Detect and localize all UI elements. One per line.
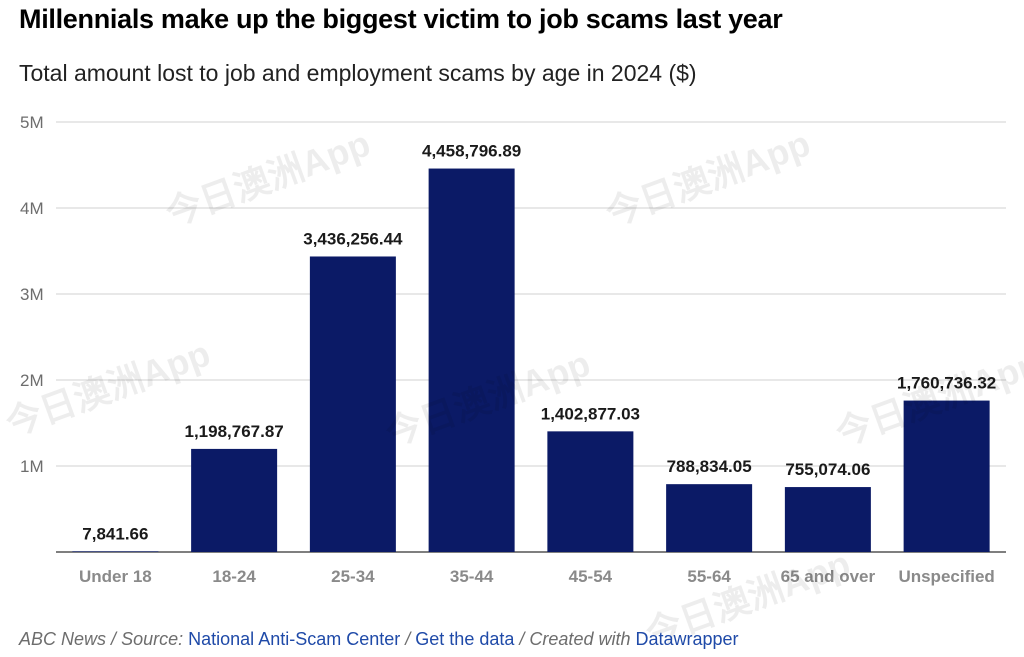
bar [784, 487, 871, 552]
bars-group [72, 168, 990, 552]
y-tick-label: 5M [20, 113, 44, 132]
y-tick-label: 1M [20, 457, 44, 476]
data-label: 4,458,796.89 [422, 142, 521, 161]
bar [428, 168, 515, 552]
data-label: 7,841.66 [82, 524, 148, 543]
x-tick-label: 18-24 [212, 567, 256, 586]
data-label: 788,834.05 [667, 457, 752, 476]
labels-group: 7,841.66 Under 18 1,198,767.87 18-24 3,436,2… [79, 142, 996, 586]
x-tick-label: 45-54 [569, 567, 613, 586]
data-label: 3,436,256.44 [303, 229, 403, 248]
footer-source-prefix: Source: [121, 629, 184, 649]
x-tick-label: 25-34 [331, 567, 375, 586]
x-tick-label: 65 and over [781, 567, 876, 586]
datawrapper-link[interactable]: Datawrapper [635, 629, 739, 649]
y-tick-label: 3M [20, 285, 44, 304]
x-tick-label: Under 18 [79, 567, 152, 586]
data-label: 1,402,877.03 [541, 404, 640, 423]
bar [72, 551, 159, 552]
footer-separator: / [111, 629, 117, 649]
y-tick-label: 4M [20, 199, 44, 218]
footer-outlet: ABC News [19, 629, 107, 649]
footer: ABC News / Source: National Anti-Scam Ce… [19, 629, 739, 650]
footer-created-prefix: Created with [529, 629, 631, 649]
bar [547, 431, 634, 552]
x-tick-label: 35-44 [450, 567, 494, 586]
x-tick-label: Unspecified [898, 567, 994, 586]
bar [666, 484, 753, 552]
data-label: 1,198,767.87 [184, 422, 283, 441]
chart-subtitle: Total amount lost to job and employment … [19, 60, 697, 86]
data-label: 755,074.06 [785, 460, 870, 479]
bar [309, 256, 396, 552]
x-tick-label: 55-64 [687, 567, 731, 586]
data-label: 1,760,736.32 [897, 374, 996, 393]
footer-separator: / [519, 629, 525, 649]
source-link[interactable]: National Anti-Scam Center [188, 629, 401, 649]
bar-chart: 1M 2M 3M 4M 5M 7,841.66 Under 18 1,198,767.87 1… [20, 113, 1006, 586]
footer-separator: / [405, 629, 411, 649]
get-data-link[interactable]: Get the data [415, 629, 515, 649]
chart-title: Millennials make up the biggest victim t… [19, 4, 783, 34]
bar [903, 400, 990, 552]
y-tick-label: 2M [20, 371, 44, 390]
bar [191, 448, 278, 552]
